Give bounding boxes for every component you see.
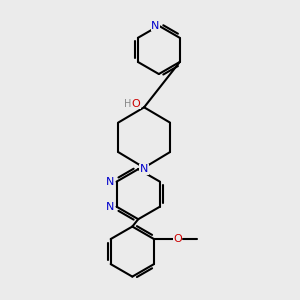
Text: N: N [106,177,114,187]
Text: N: N [151,21,160,31]
Text: N: N [140,164,148,174]
Text: O: O [173,234,182,244]
Text: H: H [124,99,132,109]
Text: N: N [106,202,114,212]
Text: O: O [131,99,140,109]
